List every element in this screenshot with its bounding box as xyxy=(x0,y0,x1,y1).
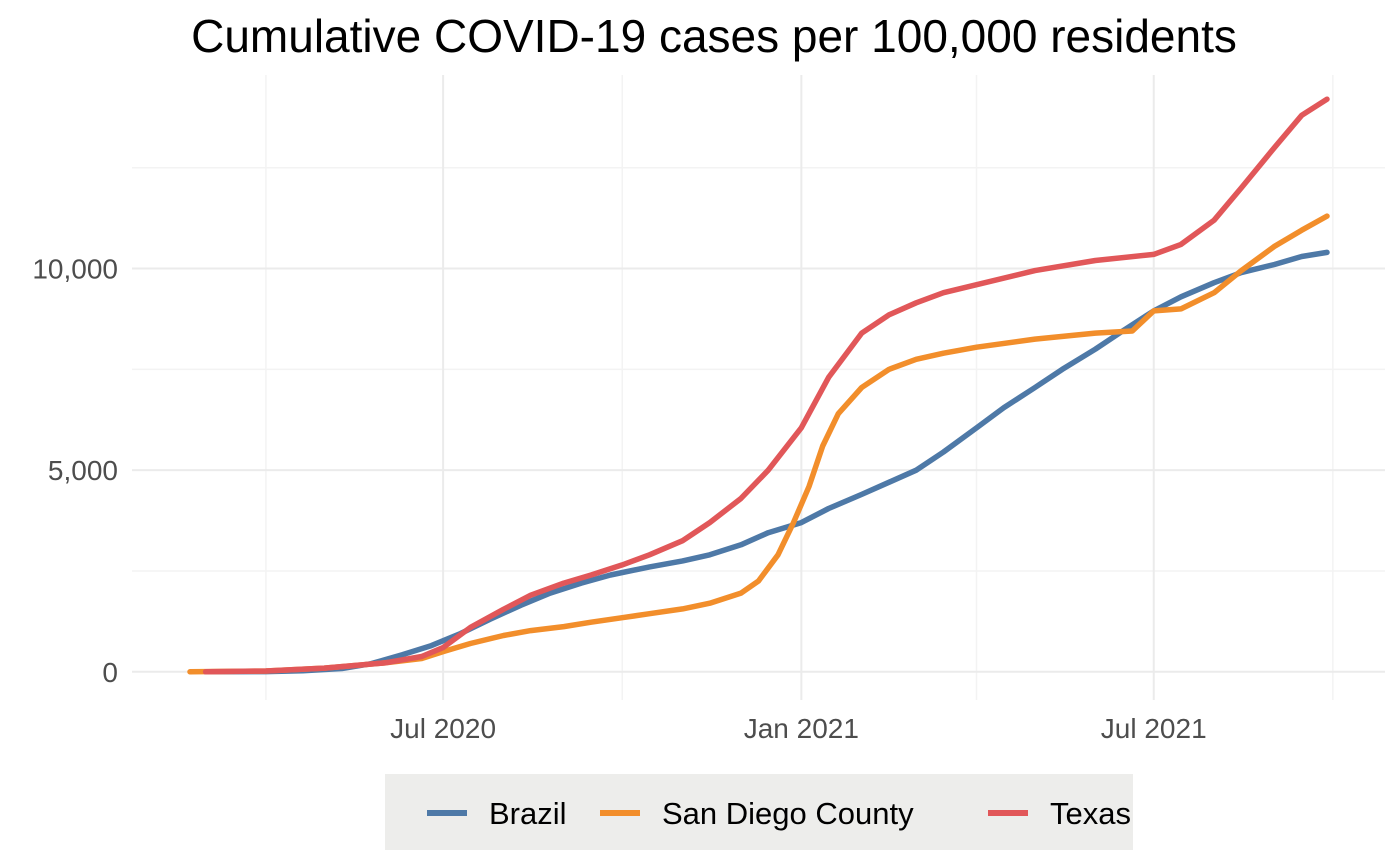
y-axis-tick-labels: 0 5,000 10,000 xyxy=(32,254,118,688)
series-lines xyxy=(187,96,1330,675)
x-axis-tick-labels: Jul 2020 Jan 2021 Jul 2021 xyxy=(390,713,1207,744)
x-tick-label: Jan 2021 xyxy=(744,713,859,744)
legend-item-san-diego-county: San Diego County xyxy=(600,796,914,831)
series-line-san-diego-county xyxy=(187,213,1330,675)
legend-label-san-diego-county: San Diego County xyxy=(662,796,914,831)
series-line-texas xyxy=(202,96,1330,675)
grid xyxy=(132,75,1385,700)
x-tick-label: Jul 2021 xyxy=(1101,713,1207,744)
legend: Brazil San Diego County Texas xyxy=(385,774,1133,850)
y-tick-label: 5,000 xyxy=(48,455,118,486)
legend-label-texas: Texas xyxy=(1050,796,1131,831)
x-tick-label: Jul 2020 xyxy=(390,713,496,744)
legend-item-texas: Texas xyxy=(988,796,1131,831)
legend-item-brazil: Brazil xyxy=(427,796,567,831)
y-tick-label: 10,000 xyxy=(32,254,118,285)
series-line-brazil xyxy=(202,249,1330,675)
y-tick-label: 0 xyxy=(102,657,118,688)
legend-label-brazil: Brazil xyxy=(489,796,567,831)
chart-title: Cumulative COVID-19 cases per 100,000 re… xyxy=(191,10,1237,62)
